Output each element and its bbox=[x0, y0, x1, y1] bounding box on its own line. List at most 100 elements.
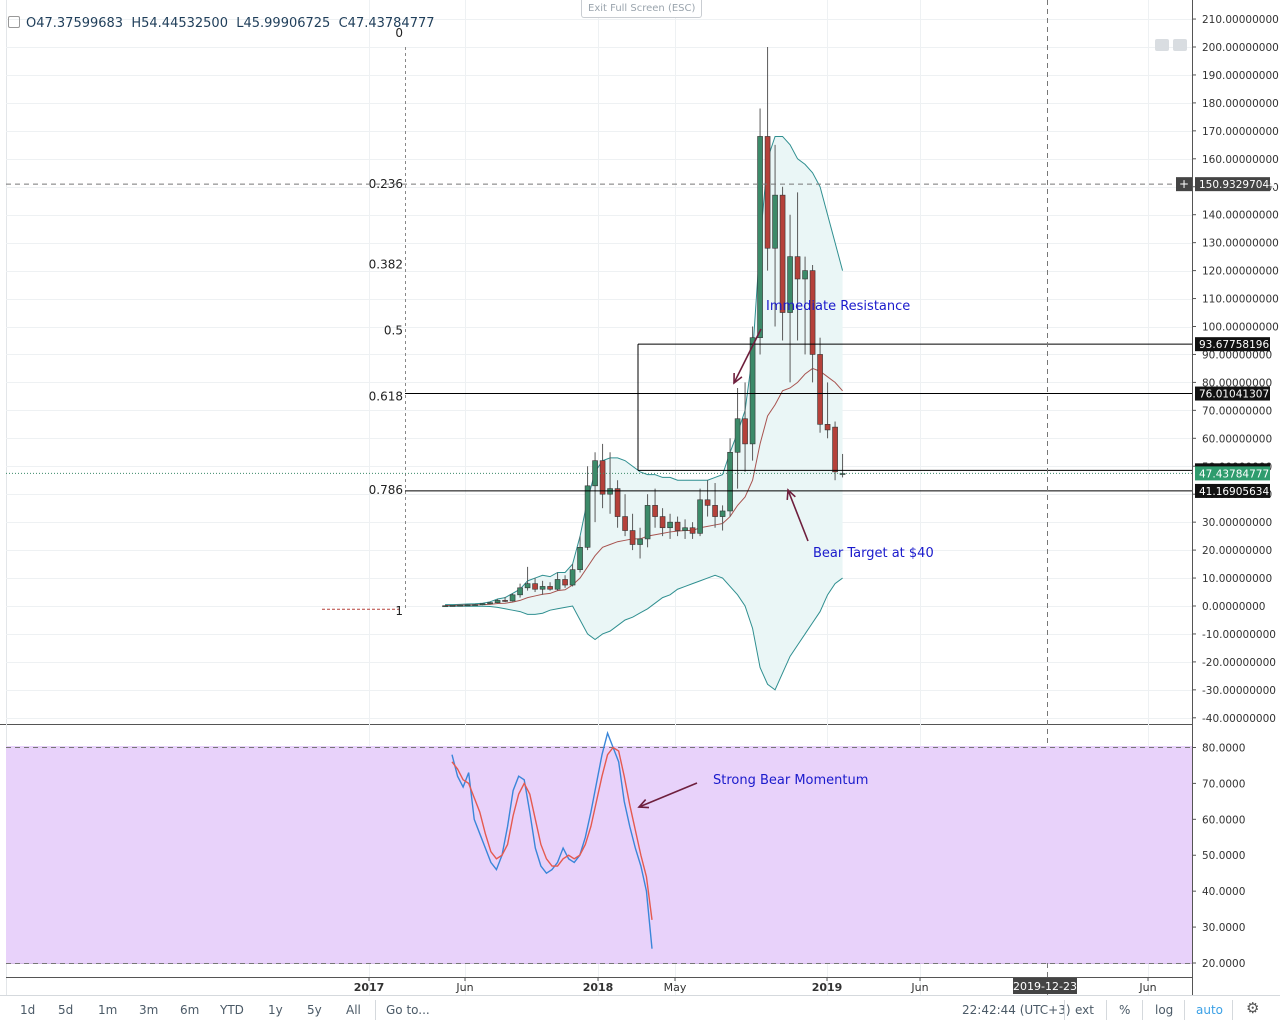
pane-controls bbox=[1155, 36, 1191, 55]
fib-label: 0 bbox=[395, 26, 403, 40]
auto-scale-toggle[interactable]: auto bbox=[1196, 1003, 1224, 1017]
candle-body-up bbox=[517, 587, 523, 596]
maximize-pane-icon[interactable] bbox=[1173, 39, 1187, 51]
candle bbox=[554, 572, 561, 591]
candle-body-up bbox=[479, 603, 486, 606]
move-pane-icon[interactable] bbox=[1155, 39, 1169, 51]
candle bbox=[689, 522, 696, 539]
arrow-head bbox=[786, 488, 796, 501]
price-tag-bg bbox=[1195, 177, 1270, 192]
candle-body-down bbox=[562, 579, 568, 586]
candle bbox=[479, 603, 486, 606]
price-tag-label: 41.16905634 bbox=[1199, 486, 1269, 498]
range-1y-button[interactable]: 1y bbox=[268, 1003, 283, 1017]
price-tag-label: 93.67758196 bbox=[1199, 339, 1269, 351]
price-tick-label: 120.00000000 bbox=[1202, 266, 1279, 278]
candle-body-down bbox=[547, 586, 553, 590]
range-6m-button[interactable]: 6m bbox=[180, 1003, 200, 1017]
candle bbox=[794, 192, 801, 341]
candle-body-down bbox=[674, 521, 681, 531]
price-tick-label: 0.00000000 bbox=[1202, 601, 1265, 613]
range-all-button[interactable]: All bbox=[346, 1003, 361, 1017]
candle-body-up bbox=[569, 569, 576, 586]
candle-body-up bbox=[682, 527, 688, 531]
candle bbox=[809, 265, 816, 383]
candle-body-down bbox=[689, 527, 696, 534]
candle-body-up bbox=[787, 256, 793, 313]
price-tag: 76.01041307 bbox=[1195, 386, 1270, 401]
range-1d-button[interactable]: 1d bbox=[20, 1003, 36, 1017]
candle-body-down bbox=[824, 424, 831, 431]
price-tick-label: 70.00000000 bbox=[1202, 405, 1272, 417]
open-value: 47.37599683 bbox=[36, 16, 124, 31]
arrow-head bbox=[637, 799, 650, 809]
price-tag-label: 150.93297044 bbox=[1199, 179, 1276, 191]
arrow-shaft bbox=[733, 328, 762, 384]
toolbar-divider bbox=[1232, 1000, 1233, 1020]
exit-fullscreen-button[interactable]: Exit Full Screen (ESC) bbox=[581, 0, 703, 18]
price-tag: 150.93297044 + bbox=[1176, 177, 1276, 192]
price-tick-label: 30.00000000 bbox=[1202, 517, 1272, 529]
candle bbox=[584, 466, 591, 551]
price-tick-label: 140.00000000 bbox=[1202, 210, 1279, 222]
range-3m-button[interactable]: 3m bbox=[139, 1003, 159, 1017]
stoch-tick-label: 40.0000 bbox=[1202, 886, 1245, 898]
range-5y-button[interactable]: 5y bbox=[307, 1003, 322, 1017]
arrow-bear-target bbox=[786, 488, 809, 542]
candle bbox=[727, 438, 733, 517]
arrow-bear-momentum bbox=[637, 782, 698, 809]
candle-body-up bbox=[734, 418, 741, 453]
close-label: C bbox=[338, 16, 348, 31]
candle bbox=[487, 601, 493, 605]
candle bbox=[464, 604, 471, 607]
candle bbox=[622, 494, 628, 537]
time-tick-label: Jun bbox=[1138, 981, 1156, 994]
candle-body-down bbox=[794, 256, 801, 280]
range-5d-button[interactable]: 5d bbox=[58, 1003, 74, 1017]
candle bbox=[539, 580, 546, 595]
candle-body-up bbox=[442, 605, 448, 608]
candle bbox=[742, 382, 748, 472]
candle bbox=[674, 516, 681, 537]
candle-body-up bbox=[464, 604, 471, 607]
candle bbox=[817, 337, 823, 433]
bollinger-fill bbox=[445, 136, 843, 690]
high-value: 54.44532500 bbox=[141, 16, 228, 31]
candle-body-down bbox=[532, 583, 538, 590]
candle bbox=[494, 599, 501, 604]
price-tick-label: 200.00000000 bbox=[1202, 42, 1279, 54]
high-label: H bbox=[131, 16, 142, 31]
toolbar-divider bbox=[1064, 1000, 1065, 1020]
goto-date-button[interactable]: Go to... bbox=[386, 1003, 430, 1017]
percent-scale-toggle[interactable]: % bbox=[1119, 1003, 1131, 1017]
range-ytd-button[interactable]: YTD bbox=[220, 1003, 244, 1017]
collapse-icon[interactable] bbox=[8, 16, 20, 28]
gear-icon[interactable]: ⚙ bbox=[1246, 999, 1260, 1017]
log-scale-toggle[interactable]: log bbox=[1155, 1003, 1174, 1017]
timezone-clock[interactable]: 22:42:44 (UTC+3) bbox=[962, 1003, 1071, 1017]
candle-body-down bbox=[599, 460, 606, 495]
time-tick-label: Jun bbox=[910, 981, 928, 994]
candle-body-down bbox=[659, 516, 666, 529]
candle bbox=[734, 387, 741, 489]
extended-hours-toggle[interactable]: ext bbox=[1075, 1003, 1094, 1017]
toolbar-divider bbox=[375, 1000, 376, 1020]
stochastic-pane: Strong Bear Momentum bbox=[6, 730, 1192, 964]
candle bbox=[652, 488, 658, 528]
annotation-immediate-resistance: Immediate Resistance bbox=[766, 299, 910, 314]
candle bbox=[577, 536, 583, 573]
candle bbox=[824, 382, 831, 439]
candle-body-up bbox=[719, 510, 726, 517]
price-tag: 41.16905634 bbox=[1195, 483, 1270, 498]
candle bbox=[667, 513, 673, 539]
candle-body-up bbox=[697, 499, 703, 534]
price-tick-label: 110.00000000 bbox=[1202, 294, 1279, 306]
bollinger-upper bbox=[445, 135, 844, 606]
stoch-tick-label: 50.0000 bbox=[1202, 850, 1245, 862]
range-1m-button[interactable]: 1m bbox=[98, 1003, 118, 1017]
candle-body-up bbox=[449, 605, 456, 607]
price-tag-label: 76.01041307 bbox=[1199, 389, 1269, 401]
toolbar-divider bbox=[1142, 1000, 1143, 1020]
price-tag-bg bbox=[1195, 386, 1270, 401]
